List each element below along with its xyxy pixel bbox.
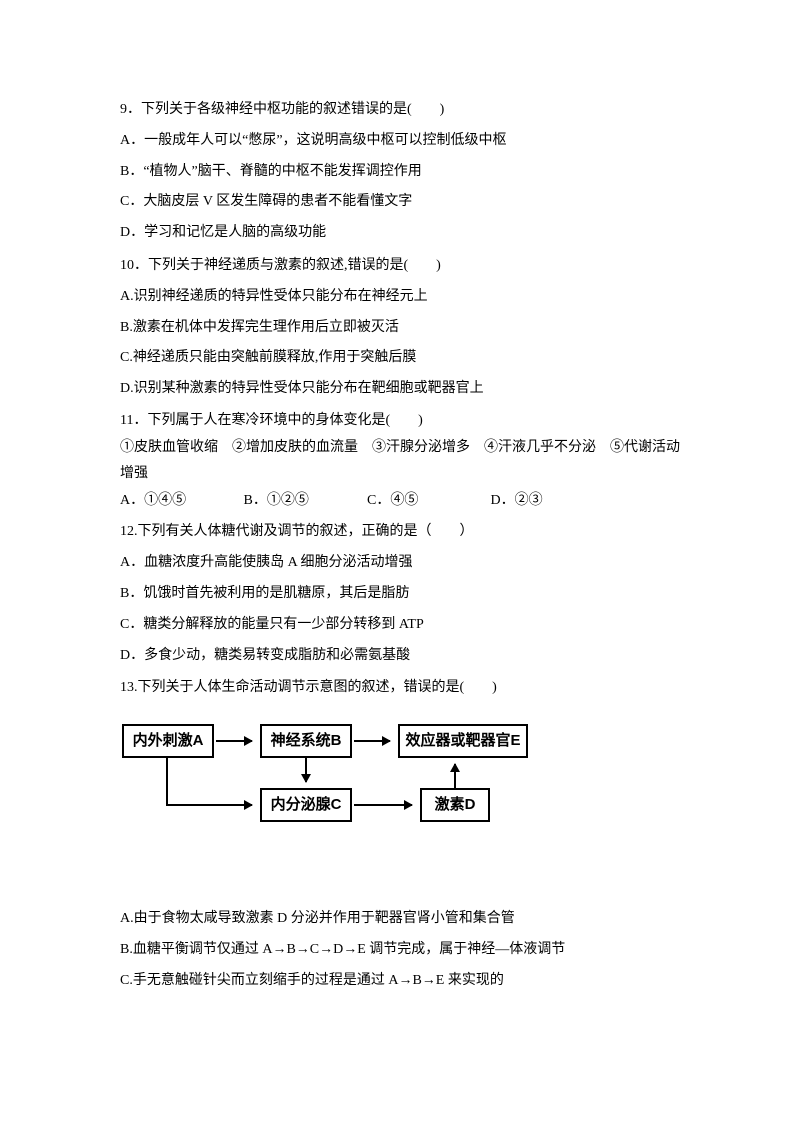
question-11: 11．下列属于人在寒冷环境中的身体变化是( ) ①皮肤血管收缩 ②增加皮肤的血流… (120, 408, 680, 514)
node-c: 内分泌腺C (260, 788, 352, 822)
arrow-a-c-v (166, 758, 168, 804)
q10-opt-c: C.神经递质只能由突触前膜释放,作用于突触后膜 (120, 343, 680, 374)
q9-opt-c: C．大脑皮层 V 区发生障碍的患者不能看懂文字 (120, 187, 680, 218)
q9-opt-a: A．一般成年人可以“憋尿”，这说明高级中枢可以控制低级中枢 (120, 126, 680, 157)
q12-opt-a: A．血糖浓度升高能使胰岛 A 细胞分泌活动增强 (120, 548, 680, 579)
question-12: 12.下列有关人体糖代谢及调节的叙述，正确的是（ ） A．血糖浓度升高能使胰岛 … (120, 517, 680, 671)
question-9: 9．下列关于各级神经中枢功能的叙述错误的是( ) A．一般成年人可以“憋尿”，这… (120, 95, 680, 249)
q11-opt-c: C．④⑤ (367, 488, 487, 515)
arrow-a-b (216, 740, 252, 742)
arrow-d-e (454, 764, 456, 788)
q11-opt-a: A．①④⑤ (120, 488, 240, 515)
q12-opt-d: D．多食少动，糖类易转变成脂肪和必需氨基酸 (120, 641, 680, 672)
q9-stem: 9．下列关于各级神经中枢功能的叙述错误的是( ) (120, 95, 680, 126)
question-13: 13.下列关于人体生命活动调节示意图的叙述，错误的是( ) 内外刺激A 神经系统… (120, 673, 680, 996)
node-e: 效应器或靶器官E (398, 724, 528, 758)
q11-opt-b: B．①②⑤ (244, 488, 364, 515)
arrow-c-d (354, 804, 412, 806)
q12-stem: 12.下列有关人体糖代谢及调节的叙述，正确的是（ ） (120, 517, 680, 548)
q10-opt-b: B.激素在机体中发挥完生理作用后立即被灭活 (120, 313, 680, 344)
q13-diagram: 内外刺激A 神经系统B 效应器或靶器官E 内分泌腺C 激素D (120, 716, 580, 836)
q13-opt-a: A.由于食物太咸导致激素 D 分泌并作用于靶器官肾小管和集合管 (120, 904, 680, 935)
q11-options: A．①④⑤ B．①②⑤ C．④⑤ D．②③ (120, 488, 680, 515)
arrow-b-e (354, 740, 390, 742)
q11-items: ①皮肤血管收缩 ②增加皮肤的血流量 ③汗腺分泌增多 ④汗液几乎不分泌 ⑤代谢活动… (120, 435, 680, 488)
arrow-a-c-h (166, 804, 252, 806)
q10-stem: 10．下列关于神经递质与激素的叙述,错误的是( ) (120, 251, 680, 282)
q13-opt-b: B.血糖平衡调节仅通过 A→B→C→D→E 调节完成，属于神经—体液调节 (120, 935, 680, 966)
spacer (120, 844, 680, 904)
node-b: 神经系统B (260, 724, 352, 758)
q11-opt-d: D．②③ (491, 488, 611, 515)
question-10: 10．下列关于神经递质与激素的叙述,错误的是( ) A.识别神经递质的特异性受体… (120, 251, 680, 405)
q9-opt-b: B．“植物人”脑干、脊髓的中枢不能发挥调控作用 (120, 157, 680, 188)
node-a: 内外刺激A (122, 724, 214, 758)
q12-opt-b: B．饥饿时首先被利用的是肌糖原，其后是脂肪 (120, 579, 680, 610)
q9-opt-d: D．学习和记忆是人脑的高级功能 (120, 218, 680, 249)
q10-opt-a: A.识别神经递质的特异性受体只能分布在神经元上 (120, 282, 680, 313)
q11-stem: 11．下列属于人在寒冷环境中的身体变化是( ) (120, 408, 680, 435)
q10-opt-d: D.识别某种激素的特异性受体只能分布在靶细胞或靶器官上 (120, 374, 680, 405)
q12-opt-c: C．糖类分解释放的能量只有一少部分转移到 ATP (120, 610, 680, 641)
q13-opt-c: C.手无意触碰针尖而立刻缩手的过程是通过 A→B→E 来实现的 (120, 966, 680, 997)
arrow-b-c (305, 758, 307, 782)
node-d: 激素D (420, 788, 490, 822)
q13-stem: 13.下列关于人体生命活动调节示意图的叙述，错误的是( ) (120, 673, 680, 704)
